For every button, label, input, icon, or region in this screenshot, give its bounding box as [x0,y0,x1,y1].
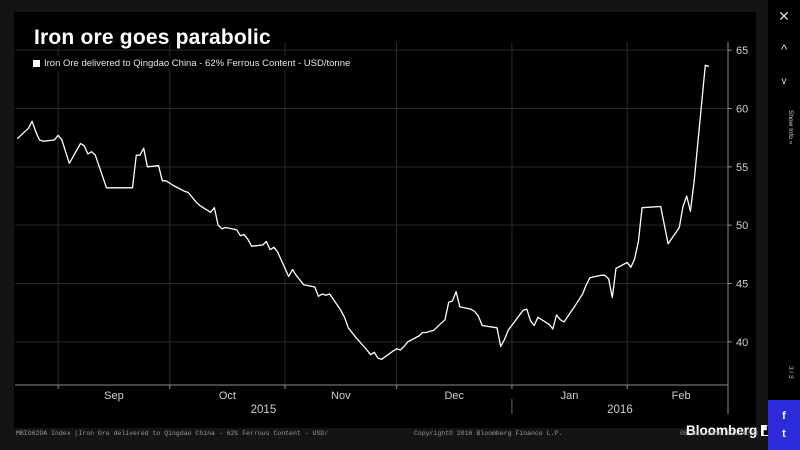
y-tick-label: 40 [736,337,748,349]
close-button[interactable]: ✕ [768,8,800,25]
x-tick-label: Dec [444,390,464,402]
footer-timestamp: 08-Mar-2016 07:24:23 [680,430,759,437]
x-tick-label: Jan [561,390,579,402]
sidebar [768,0,800,450]
chevron-down-icon: v [781,76,787,87]
line-chart: 40 45 50 55 60 65 Sep Oct Nov Dec Jan Feb 2015 2016 [15,42,748,416]
close-icon: ✕ [778,8,790,24]
x-tick-label: Sep [104,390,124,402]
chart-viewer: Iron ore goes parabolic 40 45 50 55 60 65 Sep O… [14,12,773,440]
footer-index: MBIO62DA Index (Iron Ore delivered to Qi… [16,430,329,437]
chart-title: Iron ore goes parabolic [34,26,271,49]
footer: MBIO62DA Index (Iron Ore delivered to Qi… [14,428,759,440]
y-tick-label: 55 [736,162,748,174]
next-button[interactable]: v [768,76,800,87]
y-tick-label: 50 [736,220,748,232]
year-label: 2015 [251,404,277,416]
footer-copyright: Copyright© 2016 Bloomberg Finance L.P. [414,430,563,437]
page-indicator: 3 / 3 [787,366,794,379]
grid-lines [15,42,728,385]
axes: 40 45 50 55 60 65 Sep Oct Nov Dec Jan Feb 2015 2016 [15,42,748,416]
x-tick-label: Nov [331,390,351,402]
twitter-share-button[interactable]: t [782,428,786,440]
x-tick-label: Feb [672,390,691,402]
share-panel: f t [768,400,800,450]
y-tick-label: 65 [736,45,748,57]
previous-button[interactable]: ^ [768,42,800,57]
y-tick-label: 45 [736,279,748,291]
bloomberg-logo: Bloomberg ▟ [686,423,773,438]
chart-icon: ▟ [761,425,773,436]
brand-name: Bloomberg [686,423,758,438]
y-tick-label: 60 [736,104,748,116]
year-label: 2016 [607,404,633,416]
facebook-share-button[interactable]: f [782,410,786,422]
legend-swatch [33,59,40,67]
series-line [16,64,710,360]
x-tick-label: Oct [219,390,236,402]
series-layer [16,64,710,360]
legend-label: Iron Ore delivered to Qingdao China - 62… [44,57,351,69]
legend: Iron Ore delivered to Qingdao China - 62… [33,56,355,70]
show-info-toggle[interactable]: Show Info » [787,110,794,145]
chevron-up-icon: ^ [780,42,788,57]
chart-frame: Iron ore goes parabolic 40 45 50 55 60 65 Sep O… [14,12,773,438]
